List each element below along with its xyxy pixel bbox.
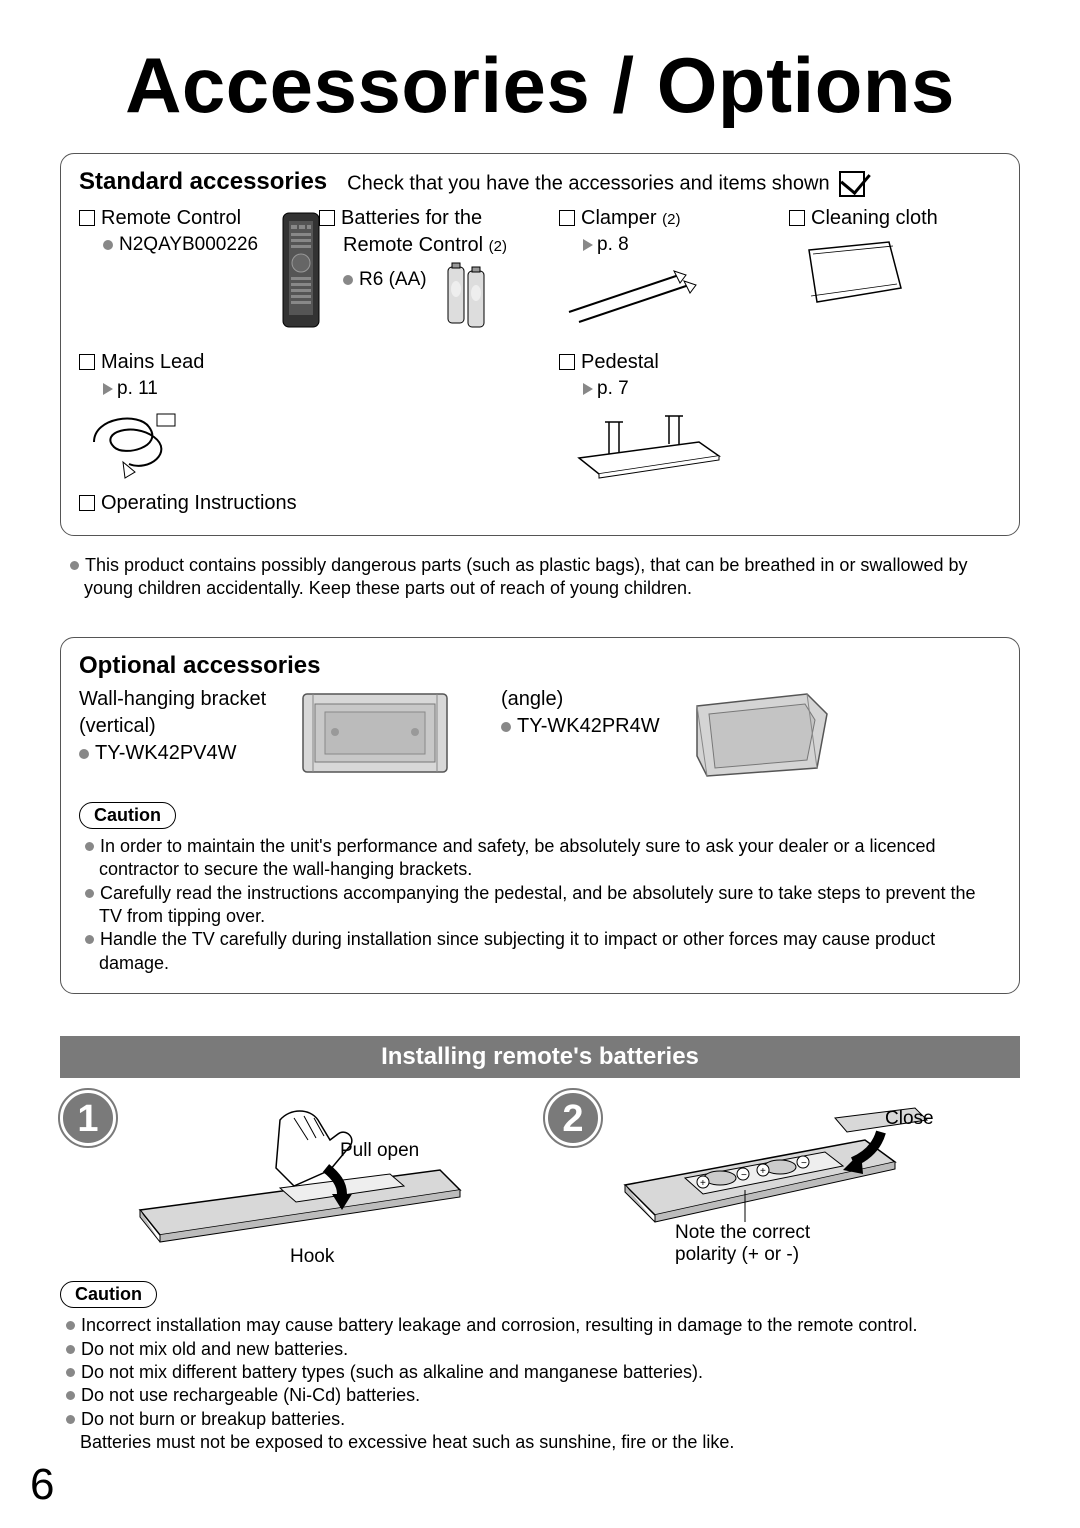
checkbox-icon	[79, 354, 95, 370]
optional-heading: Optional accessories	[79, 652, 1001, 680]
checkbox-icon	[79, 210, 95, 226]
pull-open-label: Pull open	[340, 1140, 419, 1162]
mains-illustration	[79, 402, 189, 482]
bracket-angle-illustration	[687, 686, 867, 786]
checkbox-icon	[79, 495, 95, 511]
checkmark-icon	[839, 171, 865, 197]
step-number-2: 2	[545, 1090, 601, 1146]
svg-text:−: −	[801, 1158, 807, 1169]
cloth-illustration	[789, 232, 909, 312]
caution-extra: Batteries must not be exposed to excessi…	[80, 1431, 1020, 1454]
item-bracket-angle: (angle) TY-WK42PR4W	[501, 686, 681, 786]
caution-line: Do not mix different battery types (such…	[66, 1361, 1020, 1384]
caution-tag: Caution	[79, 802, 176, 829]
close-label: Close	[885, 1108, 934, 1130]
install-steps: 1 Pull open Hook 2 + − +	[60, 1090, 1020, 1265]
step-number-1: 1	[60, 1090, 116, 1146]
checkbox-icon	[559, 354, 575, 370]
bullet-icon	[501, 722, 511, 732]
caution-line: Do not use rechargeable (Ni-Cd) batterie…	[66, 1384, 1020, 1407]
hook-label: Hook	[290, 1246, 334, 1268]
svg-text:+: +	[760, 1166, 766, 1177]
polarity-note: Note the correct polarity (+ or -)	[675, 1222, 810, 1266]
step-1: 1 Pull open Hook	[60, 1090, 535, 1265]
page-title: Accessories / Options	[60, 40, 1020, 131]
install-heading: Installing remote's batteries	[60, 1036, 1020, 1078]
caution-line: In order to maintain the unit's performa…	[85, 835, 1001, 882]
arrow-icon	[583, 383, 593, 395]
caution-line: Incorrect installation may cause battery…	[66, 1314, 1020, 1337]
checkbox-icon	[559, 210, 575, 226]
svg-text:+: +	[700, 1178, 706, 1189]
clamper-illustration	[559, 257, 719, 327]
bullet-icon	[343, 275, 353, 285]
standard-subtext: Check that you have the accessories and …	[347, 171, 865, 197]
bullet-icon	[103, 240, 113, 250]
checkbox-icon	[789, 210, 805, 226]
arrow-icon	[583, 239, 593, 251]
page-number: 6	[30, 1460, 54, 1510]
item-cloth: Cleaning cloth	[789, 205, 989, 336]
step1-illustration	[80, 1090, 500, 1260]
batteries-illustration	[442, 259, 492, 329]
item-bracket-vertical: Wall-hanging bracket (vertical) TY-WK42P…	[79, 686, 289, 786]
item-mains: Mains Lead p. 11 Operating Instructions	[79, 349, 319, 517]
optional-accessories-box: Optional accessories Wall-hanging bracke…	[60, 637, 1020, 994]
bullet-icon	[79, 749, 89, 759]
standard-accessories-box: Standard accessories Check that you have…	[60, 153, 1020, 536]
safety-warning: This product contains possibly dangerous…	[70, 554, 1020, 601]
standard-heading: Standard accessories	[79, 168, 327, 196]
item-batteries: Batteries for the Remote Control (2) R6 …	[319, 205, 559, 336]
svg-text:−: −	[741, 1170, 747, 1181]
step-2: 2 + − + − Close Note the correct polarit…	[545, 1090, 1020, 1265]
item-pedestal: Pedestal p. 7	[559, 349, 789, 517]
caution-tag: Caution	[60, 1281, 157, 1308]
remote-illustration	[279, 211, 323, 331]
arrow-icon	[103, 383, 113, 395]
caution-line: Handle the TV carefully during installat…	[85, 928, 1001, 975]
bracket-vertical-illustration	[295, 686, 495, 786]
item-remote: Remote Control N2QAYB000226	[79, 205, 319, 336]
caution-line: Do not mix old and new batteries.	[66, 1338, 1020, 1361]
pedestal-illustration	[559, 402, 729, 482]
caution-line: Do not burn or breakup batteries.	[66, 1408, 1020, 1431]
item-clamper: Clamper (2) p. 8	[559, 205, 789, 336]
caution-line: Carefully read the instructions accompan…	[85, 882, 1001, 929]
